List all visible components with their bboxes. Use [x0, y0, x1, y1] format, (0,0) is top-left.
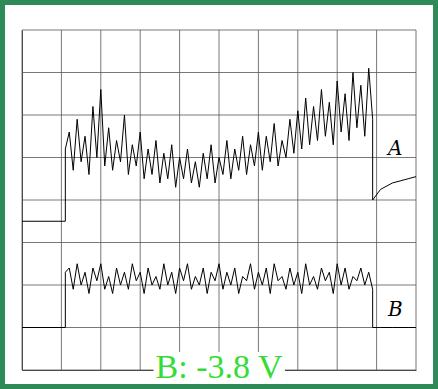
trace-labels: AB — [386, 136, 403, 321]
grid-line-y — [22, 242, 416, 243]
grid-line-y — [22, 30, 416, 31]
traces — [22, 68, 416, 327]
grid-line-y — [22, 327, 416, 328]
grid — [22, 30, 416, 370]
y-axis-line — [22, 31, 23, 371]
annotation: B: -3.8 V — [156, 348, 283, 385]
grid-line-y — [22, 72, 416, 73]
trace-label: B — [387, 297, 403, 321]
trace — [22, 68, 416, 221]
trace — [22, 264, 416, 328]
y-axis — [22, 31, 24, 371]
annotations: B: -3.8 V — [154, 348, 285, 385]
chart: ABB: -3.8 V — [0, 0, 438, 389]
frame — [3, 3, 436, 387]
grid-line-y — [22, 200, 416, 201]
trace-label: A — [386, 136, 402, 160]
grid-line-y — [22, 115, 416, 116]
